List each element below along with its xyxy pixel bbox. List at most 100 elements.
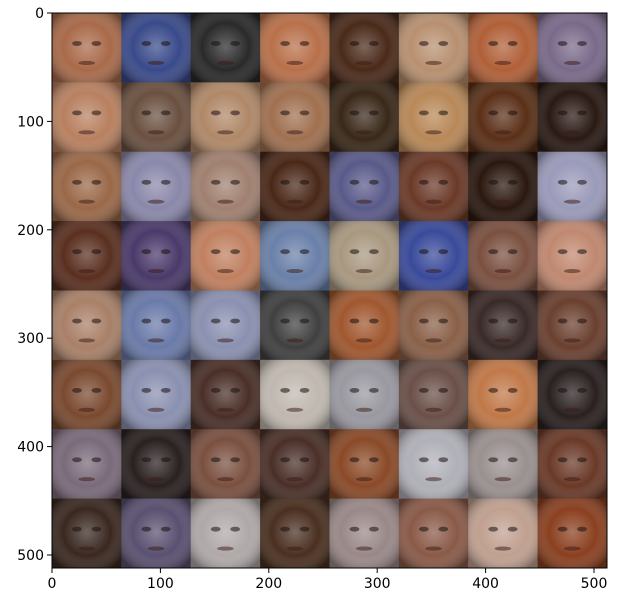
eye-mark — [72, 388, 82, 393]
tile-shading — [191, 152, 261, 222]
face-tile — [191, 13, 261, 83]
mouth-mark — [78, 546, 95, 550]
x-tick-label: 500 — [581, 576, 608, 592]
mouth-mark — [495, 546, 512, 550]
mouth-mark — [286, 546, 303, 550]
face-tile — [191, 360, 261, 430]
face-tile — [330, 152, 400, 222]
eye-mark — [419, 41, 429, 46]
mouth-mark — [425, 338, 442, 342]
tile-shading — [330, 499, 400, 569]
mouth-mark — [217, 269, 234, 273]
tile-shading — [191, 221, 261, 291]
eye-mark — [230, 527, 240, 532]
eye-mark — [419, 110, 429, 115]
face-tile — [538, 291, 608, 361]
face-tile — [468, 291, 538, 361]
eye-mark — [72, 110, 82, 115]
eye-mark — [280, 110, 290, 115]
face-tile — [191, 221, 261, 291]
mouth-mark — [148, 130, 165, 134]
eye-mark — [211, 41, 221, 46]
tile-shading — [121, 13, 191, 83]
eye-mark — [92, 457, 102, 462]
eye-mark — [488, 388, 498, 393]
mouth-mark — [148, 338, 165, 342]
mouth-mark — [495, 269, 512, 273]
eye-mark — [280, 41, 290, 46]
face-tile — [399, 152, 469, 222]
eye-mark — [558, 41, 568, 46]
mouth-mark — [356, 338, 373, 342]
eye-mark — [211, 457, 221, 462]
eye-mark — [369, 527, 379, 532]
face-tile — [121, 360, 191, 430]
face-tile — [468, 429, 538, 499]
face-tile — [260, 152, 330, 222]
mouth-mark — [564, 338, 581, 342]
mouth-mark — [425, 546, 442, 550]
mouth-mark — [148, 546, 165, 550]
face-tile — [538, 13, 608, 83]
tile-shading — [330, 221, 400, 291]
eye-mark — [488, 527, 498, 532]
x-tick-label: 200 — [255, 576, 282, 592]
tile-shading — [191, 429, 261, 499]
tile-shading — [121, 152, 191, 222]
x-tick-label: 100 — [147, 576, 174, 592]
mouth-mark — [217, 130, 234, 134]
eye-mark — [141, 110, 151, 115]
eye-mark — [300, 388, 310, 393]
tile-shading — [260, 152, 330, 222]
tile-shading — [538, 82, 608, 152]
face-tile — [52, 499, 122, 569]
tile-shading — [191, 360, 261, 430]
mouth-mark — [148, 61, 165, 65]
eye-mark — [438, 527, 448, 532]
face-tile — [399, 221, 469, 291]
eye-mark — [558, 180, 568, 185]
mouth-mark — [148, 477, 165, 481]
mouth-mark — [425, 61, 442, 65]
face-tile — [121, 429, 191, 499]
tile-shading — [468, 13, 538, 83]
face-tile — [399, 429, 469, 499]
eye-mark — [350, 388, 360, 393]
face-tile — [121, 291, 191, 361]
face-tile — [468, 82, 538, 152]
eye-mark — [211, 527, 221, 532]
eye-mark — [577, 249, 587, 254]
eye-mark — [419, 527, 429, 532]
eye-mark — [161, 249, 171, 254]
mouth-mark — [425, 200, 442, 204]
eye-mark — [92, 249, 102, 254]
tile-shading — [538, 221, 608, 291]
y-tick-label: 0 — [35, 6, 44, 22]
face-tile — [330, 82, 400, 152]
eye-mark — [92, 41, 102, 46]
eye-mark — [438, 457, 448, 462]
tile-shading — [121, 82, 191, 152]
mouth-mark — [78, 200, 95, 204]
eye-mark — [72, 180, 82, 185]
tile-shading — [538, 13, 608, 83]
eye-mark — [488, 110, 498, 115]
tile-shading — [121, 360, 191, 430]
mouth-mark — [564, 200, 581, 204]
eye-mark — [230, 180, 240, 185]
eye-mark — [438, 41, 448, 46]
face-tile — [399, 82, 469, 152]
eye-mark — [438, 388, 448, 393]
tile-shading — [330, 82, 400, 152]
mouth-mark — [217, 477, 234, 481]
tile-shading — [52, 291, 122, 361]
face-tile — [330, 291, 400, 361]
face-tile — [191, 82, 261, 152]
eye-mark — [92, 180, 102, 185]
eye-mark — [419, 180, 429, 185]
tile-shading — [260, 429, 330, 499]
face-tile — [468, 152, 538, 222]
eye-mark — [72, 319, 82, 324]
eye-mark — [508, 388, 518, 393]
mouth-mark — [564, 130, 581, 134]
